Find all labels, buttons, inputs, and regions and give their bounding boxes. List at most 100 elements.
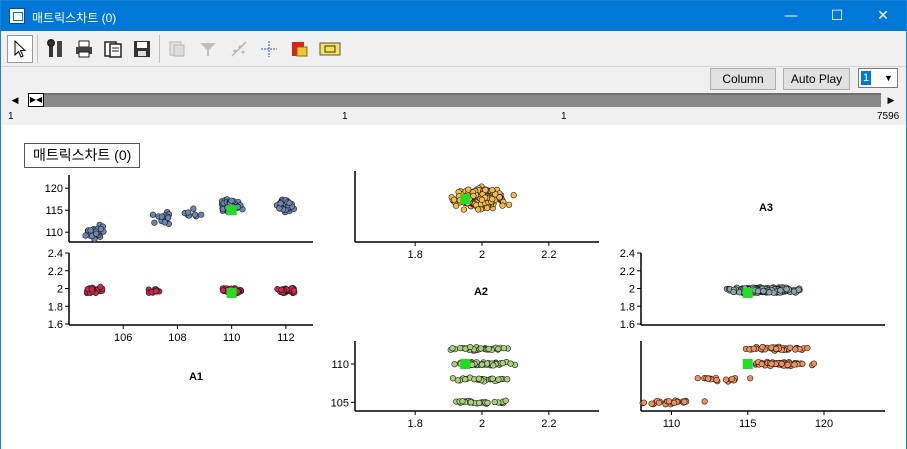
data-point bbox=[701, 398, 708, 405]
data-point bbox=[760, 288, 767, 295]
data-point bbox=[489, 186, 496, 194]
data-point bbox=[791, 288, 798, 295]
auto-play-button[interactable]: Auto Play bbox=[783, 68, 850, 90]
data-point bbox=[784, 361, 791, 368]
y-tick-label: 115 bbox=[45, 205, 63, 217]
data-point bbox=[777, 287, 784, 294]
copy-button[interactable] bbox=[100, 35, 126, 63]
matrix-chart-area: 매트릭스차트 (0) 110 115 120 1.6 1.8 2 2.2 2.4 106 108 1… bbox=[1, 125, 906, 449]
data-point bbox=[477, 345, 485, 352]
data-point bbox=[467, 399, 474, 406]
crosshair-icon bbox=[261, 41, 277, 57]
cursor-tool-button[interactable] bbox=[7, 35, 33, 63]
data-point bbox=[665, 398, 673, 405]
scroll-tick-high: 1 bbox=[561, 111, 567, 122]
save-icon bbox=[134, 41, 150, 57]
data-point bbox=[153, 287, 160, 295]
y-tick-label: 2.4 bbox=[620, 248, 635, 260]
data-point bbox=[198, 211, 205, 218]
x-tick-label: 2 bbox=[479, 249, 485, 261]
copy-disabled-button[interactable] bbox=[164, 35, 190, 63]
data-point bbox=[151, 219, 158, 226]
data-point bbox=[484, 204, 491, 212]
data-point bbox=[766, 289, 773, 296]
data-point bbox=[485, 345, 492, 352]
data-point bbox=[505, 201, 513, 208]
minimize-button[interactable]: — bbox=[784, 8, 798, 24]
data-point bbox=[750, 345, 757, 352]
copy-disabled-icon bbox=[169, 41, 185, 57]
scroll-track[interactable] bbox=[44, 93, 881, 107]
export-red-icon bbox=[292, 42, 308, 57]
chart-disabled-button[interactable] bbox=[226, 35, 252, 63]
x-tick-label: 1.8 bbox=[408, 249, 423, 261]
data-point bbox=[768, 360, 775, 367]
export-button[interactable] bbox=[286, 35, 312, 63]
app-icon bbox=[9, 8, 25, 24]
data-point bbox=[773, 345, 780, 352]
data-point bbox=[450, 196, 458, 203]
data-point bbox=[465, 186, 472, 193]
column-button[interactable]: Column bbox=[710, 68, 776, 90]
tools-button[interactable] bbox=[43, 35, 69, 63]
save-button[interactable] bbox=[129, 35, 155, 63]
crosshair-button[interactable] bbox=[256, 35, 282, 63]
y-tick-label: 120 bbox=[45, 183, 63, 195]
title-bar[interactable]: 매트릭스차트 (0) — ☐ ✕ bbox=[1, 1, 906, 31]
y-tick-label: 2 bbox=[57, 284, 63, 296]
data-point bbox=[158, 213, 165, 220]
data-point bbox=[484, 399, 491, 406]
data-point bbox=[88, 285, 95, 293]
data-point bbox=[82, 232, 89, 239]
data-point bbox=[504, 376, 511, 383]
centroid-marker bbox=[226, 287, 237, 298]
data-point bbox=[97, 283, 104, 290]
centroid-marker bbox=[742, 359, 753, 369]
x-tick-label: 1.8 bbox=[408, 418, 423, 430]
maximize-button[interactable]: ☐ bbox=[830, 8, 844, 24]
close-button[interactable]: ✕ bbox=[877, 8, 889, 24]
data-point bbox=[648, 400, 655, 407]
data-point bbox=[791, 361, 798, 368]
filter-disabled-button[interactable] bbox=[195, 35, 221, 63]
print-button[interactable] bbox=[71, 35, 97, 63]
range-scrollbar[interactable]: ◀ ▶◀ ▶ bbox=[8, 93, 898, 107]
data-point bbox=[478, 361, 486, 368]
data-point bbox=[492, 191, 499, 198]
copy-icon bbox=[104, 41, 122, 58]
data-point bbox=[453, 202, 460, 209]
data-point bbox=[502, 397, 509, 404]
chevron-down-icon[interactable]: ▼ bbox=[884, 73, 893, 83]
y-tick-label: 1.8 bbox=[48, 301, 63, 313]
data-point bbox=[474, 206, 482, 213]
scroll-left-icon[interactable]: ◀ bbox=[11, 95, 19, 105]
window-title: 매트릭스차트 (0) bbox=[32, 11, 117, 25]
data-point bbox=[87, 227, 94, 234]
y-tick-label: 2.4 bbox=[48, 248, 63, 260]
x-tick-label: 2 bbox=[479, 418, 485, 430]
y-tick-label: 105 bbox=[331, 397, 349, 409]
data-point bbox=[470, 192, 477, 199]
data-point bbox=[97, 225, 105, 233]
data-point bbox=[730, 288, 737, 296]
y-tick-label: 2 bbox=[629, 284, 635, 296]
data-point bbox=[491, 398, 498, 406]
data-point bbox=[747, 375, 754, 382]
data-point bbox=[482, 186, 489, 194]
centroid-marker bbox=[460, 359, 471, 369]
range-start-handle[interactable]: ▶◀ bbox=[28, 93, 44, 107]
speed-select[interactable]: 1 ▼ bbox=[858, 68, 898, 88]
data-point bbox=[165, 214, 172, 221]
label-button[interactable] bbox=[317, 35, 343, 63]
data-point bbox=[671, 399, 678, 407]
data-point bbox=[705, 375, 712, 382]
scroll-right-icon[interactable]: ▶ bbox=[887, 95, 895, 105]
data-point bbox=[507, 360, 514, 367]
data-point bbox=[792, 346, 799, 353]
filter-disabled-icon bbox=[200, 43, 216, 56]
data-point bbox=[713, 376, 720, 384]
data-point bbox=[475, 375, 482, 382]
axis-label-a2: A2 bbox=[474, 286, 488, 298]
data-point bbox=[500, 345, 507, 352]
